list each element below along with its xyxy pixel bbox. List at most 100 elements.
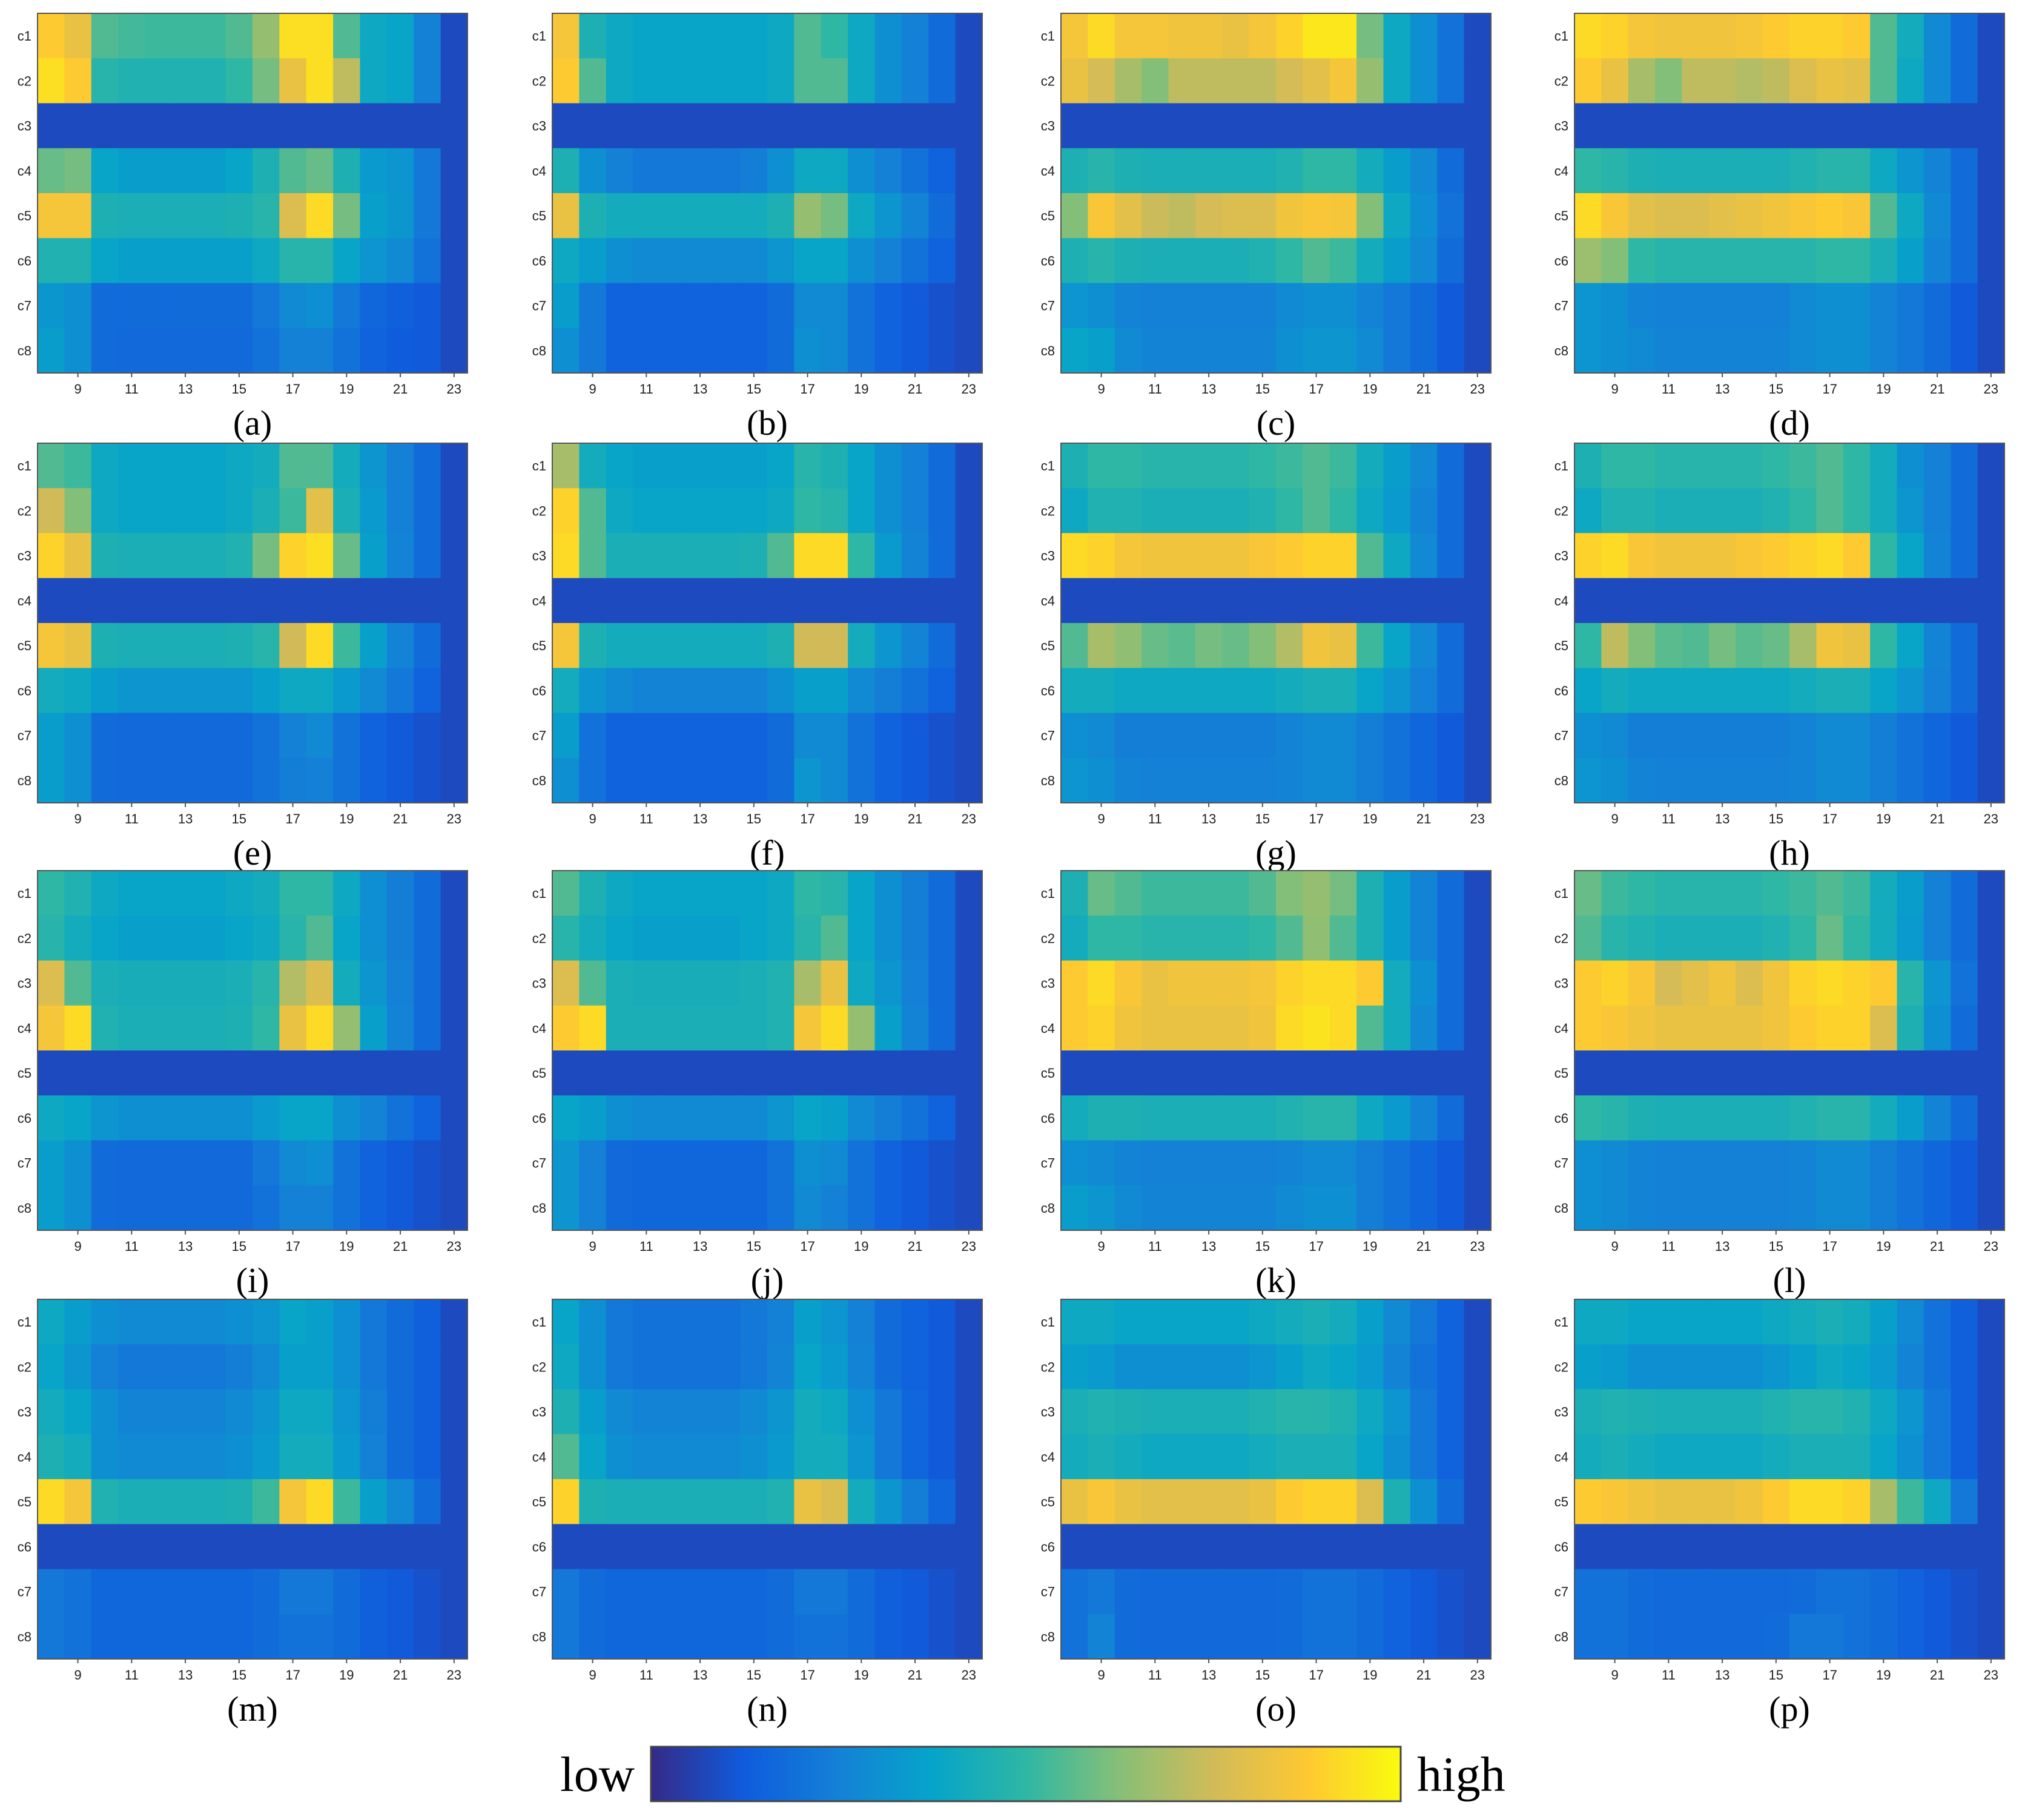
heatmap-cell bbox=[955, 283, 983, 329]
heatmap-cell bbox=[1789, 1140, 1817, 1186]
heatmap-cell bbox=[414, 1479, 441, 1525]
heatmap-cell bbox=[440, 623, 468, 668]
heatmap-cell bbox=[1383, 668, 1411, 714]
heatmap-cell bbox=[767, 1434, 795, 1480]
col-tick-label: 13 bbox=[178, 1239, 193, 1254]
heatmap-cell bbox=[414, 13, 441, 59]
heatmap-cell bbox=[1789, 1434, 1817, 1480]
heatmap-cell bbox=[306, 1479, 334, 1525]
heatmap-cell bbox=[1843, 871, 1871, 916]
heatmap-cell bbox=[440, 1524, 468, 1570]
heatmap-cell bbox=[1977, 283, 2005, 329]
heatmap-cell bbox=[794, 1524, 822, 1570]
heatmap-cell bbox=[1977, 915, 2005, 961]
heatmap-cell bbox=[767, 623, 795, 668]
heatmap-cell bbox=[145, 960, 173, 1006]
heatmap-cell bbox=[1655, 13, 1683, 59]
heatmap-cell bbox=[1789, 103, 1817, 149]
heatmap-cell bbox=[199, 148, 226, 194]
row-tick-label: c5 bbox=[18, 638, 31, 653]
col-tick-label: 15 bbox=[1255, 811, 1270, 826]
heatmap-cell bbox=[1276, 1524, 1303, 1570]
heatmap-cell bbox=[1061, 871, 1088, 916]
heatmap-cell bbox=[740, 443, 768, 489]
heatmap-cell bbox=[1114, 238, 1142, 284]
heatmap-cell bbox=[1276, 1095, 1303, 1141]
heatmap-cell bbox=[1437, 103, 1465, 149]
heatmap-cell bbox=[955, 1524, 983, 1570]
heatmap-cell bbox=[91, 488, 119, 534]
heatmap-cell bbox=[38, 1389, 65, 1435]
heatmap-cell bbox=[1464, 713, 1492, 759]
heatmap-cell bbox=[1789, 1050, 1817, 1096]
heatmap-cell bbox=[901, 1299, 929, 1345]
heatmap-cell bbox=[1655, 328, 1683, 374]
heatmap-cell bbox=[1628, 1614, 1656, 1660]
heatmap-cell bbox=[199, 1005, 226, 1051]
heatmap-cell bbox=[1897, 13, 1925, 59]
heatmap-cell bbox=[740, 623, 768, 668]
heatmap-cell bbox=[901, 915, 929, 961]
heatmap-cell bbox=[1762, 238, 1790, 284]
heatmap-cell bbox=[199, 757, 226, 803]
heatmap-cell bbox=[1736, 1005, 1763, 1051]
heatmap-cell bbox=[794, 533, 822, 579]
heatmap-cell bbox=[1870, 871, 1898, 916]
heatmap-cell bbox=[874, 915, 902, 961]
col-tick-label: 21 bbox=[393, 1667, 408, 1683]
col-tick-label: 17 bbox=[1309, 1667, 1323, 1683]
heatmap-cell bbox=[1843, 13, 1871, 59]
col-tick-label: 9 bbox=[74, 381, 81, 397]
row-tick-label: c1 bbox=[18, 458, 31, 473]
heatmap-cell bbox=[1870, 193, 1898, 239]
row-tick-label: c5 bbox=[1554, 638, 1568, 653]
heatmap-cell bbox=[1736, 193, 1763, 239]
heatmap-cell bbox=[552, 1569, 580, 1615]
heatmap-cell bbox=[1574, 915, 1602, 961]
heatmap-cell bbox=[740, 148, 768, 194]
heatmap-cell bbox=[767, 533, 795, 579]
heatmap-cell bbox=[1951, 58, 1978, 104]
heatmap-cell bbox=[1061, 1479, 1088, 1525]
heatmap-cell bbox=[360, 103, 388, 149]
heatmap-cell bbox=[901, 1389, 929, 1435]
heatmap-cell bbox=[225, 1434, 253, 1480]
heatmap-cell bbox=[1168, 960, 1196, 1006]
heatmap-cell bbox=[1437, 1344, 1465, 1390]
heatmap-cell bbox=[1843, 1299, 1871, 1345]
heatmap-cell bbox=[1816, 915, 1844, 961]
heatmap-cell bbox=[552, 1434, 580, 1480]
heatmap-cell bbox=[199, 1614, 226, 1660]
heatmap-cell bbox=[928, 193, 956, 239]
heatmap-cell bbox=[928, 148, 956, 194]
heatmap-cell bbox=[686, 533, 714, 579]
heatmap-cell bbox=[1088, 1344, 1115, 1390]
heatmap-cell bbox=[1870, 1050, 1898, 1096]
heatmap-cell bbox=[414, 915, 441, 961]
heatmap-cell bbox=[440, 1434, 468, 1480]
heatmap-cell bbox=[821, 1389, 848, 1435]
heatmap-cell bbox=[1682, 915, 1710, 961]
heatmap-cell bbox=[199, 443, 226, 489]
heatmap-cell bbox=[928, 757, 956, 803]
heatmap-cell bbox=[1843, 578, 1871, 624]
heatmap-cell bbox=[1329, 443, 1357, 489]
row-tick-label: c2 bbox=[532, 503, 546, 518]
heatmap-cell bbox=[1088, 193, 1115, 239]
heatmap-cell bbox=[606, 1479, 633, 1525]
heatmap-cell bbox=[1897, 1140, 1925, 1186]
heatmap-cell bbox=[414, 1050, 441, 1096]
heatmap-cell bbox=[386, 623, 414, 668]
heatmap-cell bbox=[955, 103, 983, 149]
row-tick-label: c7 bbox=[1554, 298, 1568, 314]
heatmap-cell bbox=[1222, 713, 1250, 759]
panel-label: (f) bbox=[750, 833, 785, 872]
heatmap-cell bbox=[171, 1140, 199, 1186]
col-tick-label: 17 bbox=[1822, 1667, 1837, 1683]
heatmap-cell bbox=[253, 238, 280, 284]
heatmap-cell bbox=[440, 1569, 468, 1615]
heatmap-cell bbox=[821, 1050, 848, 1096]
row-tick-label: c7 bbox=[18, 298, 31, 314]
